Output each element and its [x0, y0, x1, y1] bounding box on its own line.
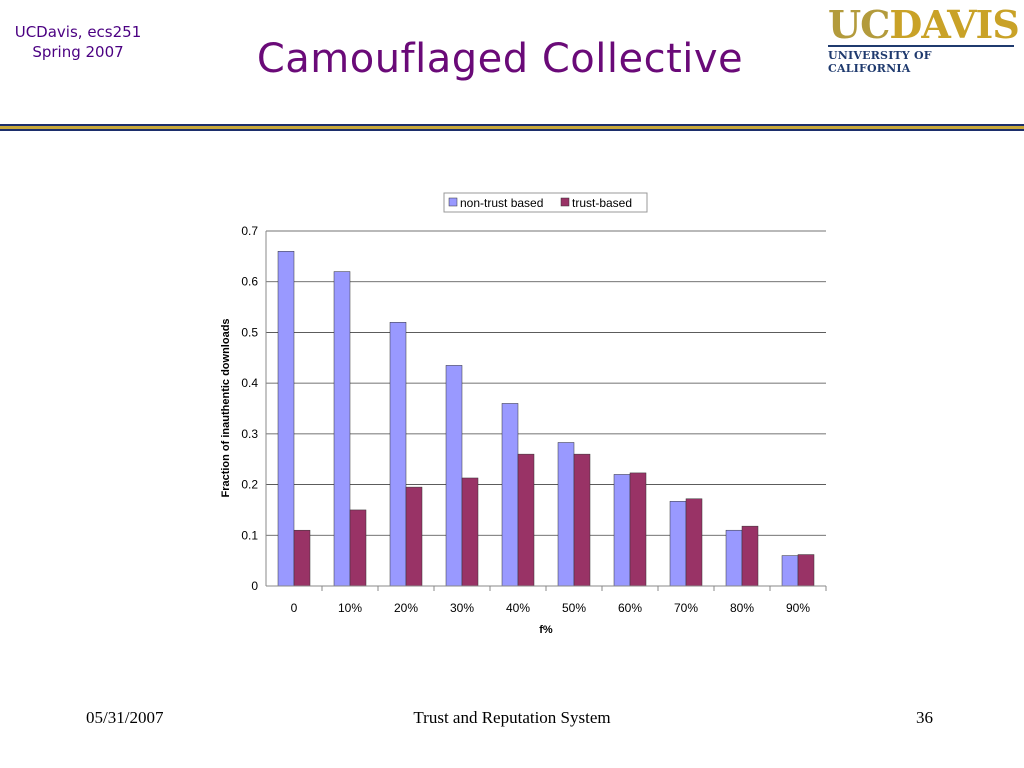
y-tick-label: 0.2	[241, 478, 258, 492]
course-term: Spring 2007	[32, 43, 124, 61]
x-tick-label: 0	[291, 601, 298, 615]
x-tick-label: 90%	[786, 601, 810, 615]
bar-trust	[741, 525, 759, 587]
bar-non-trust	[445, 365, 463, 587]
bar-trust	[349, 509, 367, 587]
x-tick-label: 30%	[450, 601, 474, 615]
x-tick-label: 10%	[338, 601, 362, 615]
bar-non-trust	[557, 442, 575, 587]
y-tick-label: 0	[251, 579, 258, 593]
y-tick-label: 0.7	[241, 224, 258, 238]
y-axis-title: Fraction of inauthentic downloads	[220, 318, 232, 497]
course-name: UCDavis, ecs251	[14, 23, 142, 41]
x-axis-title: f%	[539, 624, 553, 636]
bar-chart: non-trust based trust-based 0 0.1 0.2 0.3 0.…	[220, 192, 827, 636]
logo-davis: DAVIS	[889, 2, 1019, 47]
bar-non-trust	[613, 474, 631, 587]
legend: non-trust based trust-based	[443, 192, 648, 213]
legend-box	[443, 192, 648, 213]
y-tick-label: 0.4	[241, 376, 258, 390]
logo-uc: UC	[828, 2, 890, 47]
bar-trust	[461, 477, 479, 587]
y-tick-label: 0.6	[241, 275, 258, 289]
bar-trust	[573, 453, 591, 587]
bar-trust	[293, 529, 311, 587]
x-tick-label: 20%	[394, 601, 418, 615]
bar-trust	[797, 554, 815, 587]
x-tick-label: 50%	[562, 601, 586, 615]
footer-title: Trust and Reputation System	[413, 708, 611, 727]
bars	[277, 251, 815, 587]
y-tick-label: 0.5	[241, 325, 258, 339]
bar-non-trust	[669, 501, 687, 587]
legend-label-trust: trust-based	[572, 196, 632, 210]
logo-subtitle: UNIVERSITY OF CALIFORNIA	[828, 49, 932, 75]
legend-swatch-non-trust	[448, 197, 458, 207]
bar-trust	[685, 498, 703, 587]
bar-trust	[405, 486, 423, 587]
bar-non-trust	[501, 403, 519, 587]
ucdavis-logo: UCDAVIS UNIVERSITY OF CALIFORNIA	[828, 6, 1020, 75]
bar-non-trust	[389, 322, 407, 587]
bar-non-trust	[277, 251, 295, 587]
logo-rule	[828, 45, 1014, 47]
bar-non-trust	[333, 271, 351, 587]
legend-label-non-trust: non-trust based	[460, 196, 543, 210]
bar-non-trust	[781, 555, 799, 587]
bar-non-trust	[725, 529, 743, 587]
x-tick-labels: 0 10% 20% 30% 40% 50% 60% 70% 80% 90%	[291, 586, 827, 615]
course-label: UCDavis, ecs251 Spring 2007	[8, 22, 148, 62]
bar-trust	[517, 453, 535, 587]
logo-wordmark: UCDAVIS	[828, 6, 1020, 44]
y-tick-label: 0.1	[241, 528, 258, 542]
x-tick-label: 60%	[618, 601, 642, 615]
slide-title: Camouflaged Collective	[256, 36, 744, 82]
header-divider	[0, 124, 1024, 131]
x-tick-label: 80%	[730, 601, 754, 615]
x-tick-label: 70%	[674, 601, 698, 615]
y-tick-labels: 0 0.1 0.2 0.3 0.4 0.5 0.6 0.7	[241, 224, 258, 593]
y-tick-label: 0.3	[241, 427, 258, 441]
page-number: 36	[916, 708, 933, 727]
x-tick-label: 40%	[506, 601, 530, 615]
legend-swatch-trust	[560, 197, 570, 207]
footer-date: 05/31/2007	[86, 708, 164, 727]
bar-trust	[629, 472, 647, 587]
